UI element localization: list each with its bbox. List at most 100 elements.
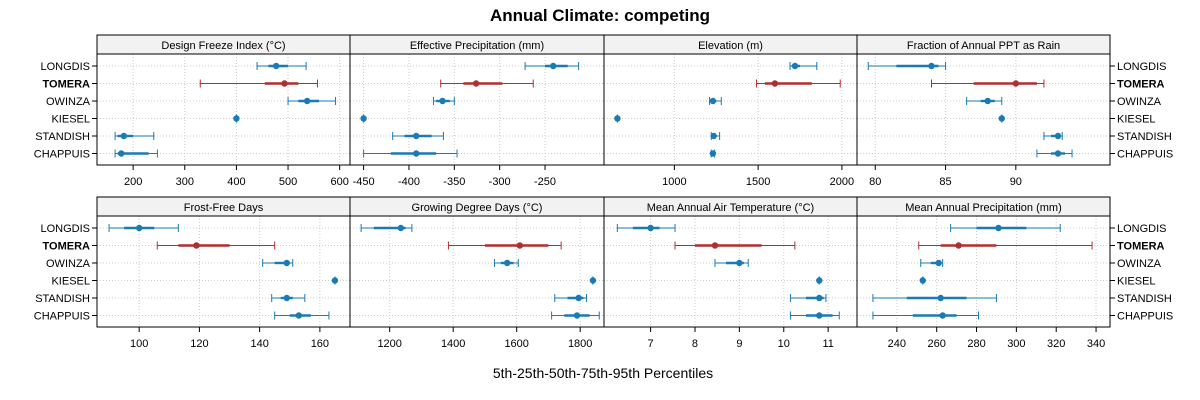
x-tick-label: 85	[939, 176, 951, 188]
median-point	[647, 224, 654, 232]
x-tick-label: 10	[778, 338, 790, 350]
plot-area	[97, 54, 350, 165]
site-label-right: KIESEL	[1117, 114, 1156, 126]
median-point	[984, 97, 991, 105]
x-tick-label: 7	[648, 338, 654, 350]
site-label-left: TOMERA	[43, 79, 91, 91]
median-point	[955, 242, 962, 249]
site-label-right: STANDISH	[1117, 293, 1172, 305]
plot-area	[857, 216, 1110, 327]
site-label-left: CHAPPUIS	[34, 311, 90, 323]
panel: Growing Degree Days (°C) 1200 1400 1600 1800	[349, 196, 605, 350]
x-tick-label: 1000	[662, 176, 686, 188]
panel-title: Fraction of Annual PPT as Rain	[907, 40, 1060, 52]
median-point	[928, 62, 935, 70]
median-point	[439, 97, 446, 105]
median-point	[1054, 132, 1062, 140]
panel: Mean Annual Air Temperature (°C) 7 8 9 10 11	[603, 196, 858, 350]
median-point	[472, 80, 480, 87]
median-point	[816, 277, 823, 284]
median-point	[397, 224, 404, 232]
median-point	[919, 277, 926, 284]
median-point	[816, 294, 823, 302]
x-tick-label: 100	[130, 338, 148, 350]
x-tick-label: -350	[443, 176, 465, 188]
panel-border	[856, 53, 1111, 166]
site-label-right: CHAPPUIS	[1117, 149, 1173, 161]
x-tick-label: 2000	[830, 176, 854, 188]
median-point	[575, 294, 582, 302]
x-tick-label: 1600	[504, 338, 528, 350]
x-tick-label: -450	[353, 176, 375, 188]
median-point	[413, 132, 420, 140]
x-tick-label: 90	[1010, 176, 1022, 188]
site-label-left: LONGDIS	[40, 223, 90, 235]
median-point	[295, 312, 302, 319]
x-tick-label: 280	[967, 338, 985, 350]
median-point	[303, 97, 311, 105]
chart-title: Annual Climate: competing	[490, 6, 710, 25]
x-tick-label: -300	[489, 176, 511, 188]
site-label-right: TOMERA	[1117, 241, 1165, 253]
panel-title: Effective Precipitation (mm)	[410, 40, 544, 52]
median-point	[503, 259, 511, 267]
median-point	[736, 259, 743, 267]
median-point	[816, 312, 823, 319]
median-point	[272, 62, 280, 70]
panel: Design Freeze Index (°C) 200 300 400 500 600	[96, 34, 351, 188]
panel-title: Elevation (m)	[698, 40, 763, 52]
x-tick-label: 300	[1007, 338, 1025, 350]
median-point	[573, 312, 581, 319]
median-point	[550, 62, 557, 70]
median-point	[995, 224, 1002, 232]
plot-area	[350, 54, 604, 165]
panel-title: Mean Annual Air Temperature (°C)	[647, 202, 814, 214]
site-label-left: OWINZA	[46, 96, 91, 108]
x-tick-label: 260	[928, 338, 946, 350]
x-tick-label: -400	[398, 176, 420, 188]
median-point	[281, 80, 288, 87]
site-label-right: LONGDIS	[1117, 223, 1167, 235]
panel-title: Mean Annual Precipitation (mm)	[905, 202, 1062, 214]
x-tick-label: 1200	[377, 338, 401, 350]
median-point	[589, 277, 597, 284]
x-tick-label: 1800	[568, 338, 592, 350]
median-point	[233, 115, 240, 122]
x-axis-label: 5th-25th-50th-75th-95th Percentiles	[493, 365, 713, 381]
x-tick-label: 1400	[441, 338, 465, 350]
x-tick-label: -250	[534, 176, 556, 188]
median-point	[711, 242, 719, 249]
median-point	[771, 80, 779, 87]
site-label-left: KIESEL	[51, 276, 90, 288]
panel-title: Growing Degree Days (°C)	[412, 202, 543, 214]
x-tick-label: 80	[869, 176, 881, 188]
median-point	[283, 294, 290, 302]
plot-area	[97, 216, 350, 327]
median-point	[709, 97, 717, 105]
median-point	[791, 62, 799, 70]
x-tick-label: 240	[888, 338, 906, 350]
plot-area	[857, 54, 1110, 165]
x-tick-label: 9	[736, 338, 742, 350]
site-label-right: LONGDIS	[1117, 61, 1167, 73]
site-label-left: LONGDIS	[40, 61, 90, 73]
site-label-right: TOMERA	[1117, 79, 1165, 91]
x-tick-label: 600	[330, 176, 348, 188]
site-label-right: STANDISH	[1117, 131, 1172, 143]
x-tick-label: 140	[250, 338, 268, 350]
site-label-left: OWINZA	[46, 258, 91, 270]
median-point	[1054, 150, 1062, 157]
median-point	[360, 115, 367, 122]
x-tick-label: 320	[1047, 338, 1065, 350]
median-point	[998, 115, 1005, 122]
median-point	[135, 224, 143, 232]
site-label-right: OWINZA	[1117, 258, 1162, 270]
plot-area	[604, 216, 857, 327]
site-label-right: KIESEL	[1117, 276, 1156, 288]
x-tick-label: 120	[190, 338, 208, 350]
median-point	[118, 150, 125, 157]
median-point	[1012, 80, 1020, 87]
median-point	[614, 115, 621, 122]
x-tick-label: 160	[311, 338, 329, 350]
median-point	[710, 132, 717, 140]
